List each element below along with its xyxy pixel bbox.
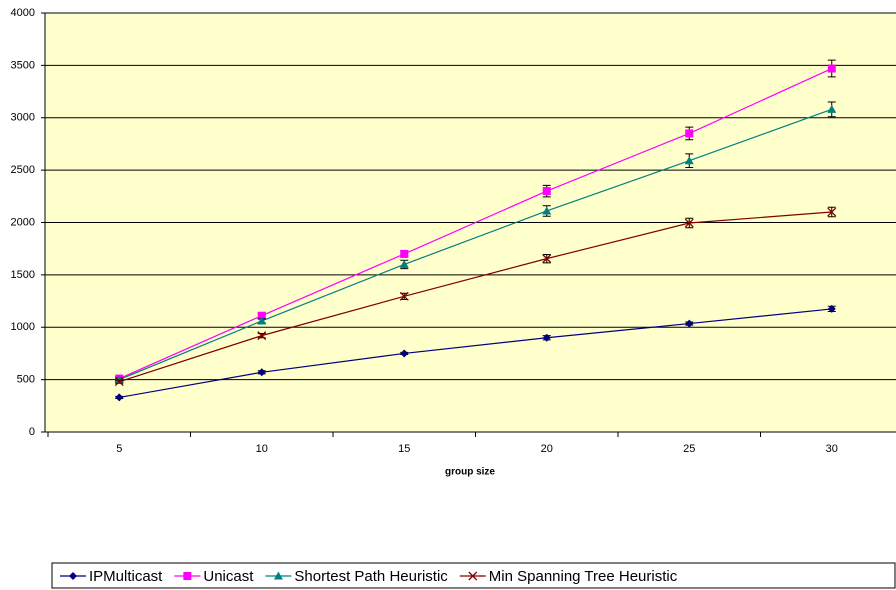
- marker: [685, 129, 694, 138]
- legend-label: Shortest Path Heuristic: [294, 568, 448, 585]
- series-line: [119, 67, 832, 380]
- x-tick-label: 10: [256, 443, 268, 455]
- marker: [684, 218, 694, 228]
- x-tick-label: 25: [683, 443, 695, 455]
- marker: [542, 333, 551, 342]
- marker: [400, 249, 409, 258]
- series-line: [119, 211, 832, 383]
- marker: [257, 311, 266, 320]
- marker: [684, 156, 694, 165]
- marker: [115, 393, 124, 402]
- x-tick-label: 15: [398, 443, 410, 455]
- marker: [468, 571, 478, 581]
- marker: [400, 349, 409, 358]
- marker: [257, 368, 266, 377]
- legend-label: Unicast: [203, 568, 254, 585]
- marker: [69, 572, 77, 580]
- y-tick-label: 2500: [11, 164, 35, 176]
- x-axis-label: group size: [445, 467, 495, 478]
- y-tick-label: 2000: [11, 216, 35, 228]
- marker: [542, 254, 552, 264]
- x-tick-label: 30: [826, 443, 838, 455]
- marker: [273, 571, 283, 580]
- y-tick-label: 1000: [11, 321, 35, 333]
- legend-label: IPMulticast: [89, 568, 163, 585]
- marker: [399, 291, 409, 301]
- marker: [257, 316, 267, 325]
- y-tick-label: 3500: [11, 59, 35, 71]
- marker: [542, 187, 551, 196]
- marker: [685, 319, 694, 328]
- marker: [183, 572, 192, 580]
- x-tick-label: 5: [116, 443, 122, 455]
- legend-label: Min Spanning Tree Heuristic: [489, 568, 678, 585]
- series-line: [119, 108, 832, 381]
- marker: [827, 207, 837, 217]
- series-line: [119, 308, 832, 399]
- y-tick-label: 4000: [11, 7, 35, 19]
- y-tick-label: 0: [29, 426, 35, 438]
- marker: [399, 259, 409, 268]
- y-tick-label: 3000: [11, 112, 35, 124]
- marker: [827, 64, 836, 73]
- x-tick-label: 20: [541, 443, 553, 455]
- marker: [542, 206, 552, 215]
- y-tick-label: 1500: [11, 269, 35, 281]
- marker: [257, 331, 267, 341]
- marker: [827, 304, 836, 313]
- y-tick-label: 500: [17, 374, 35, 386]
- marker: [827, 104, 837, 113]
- marker: [114, 377, 124, 387]
